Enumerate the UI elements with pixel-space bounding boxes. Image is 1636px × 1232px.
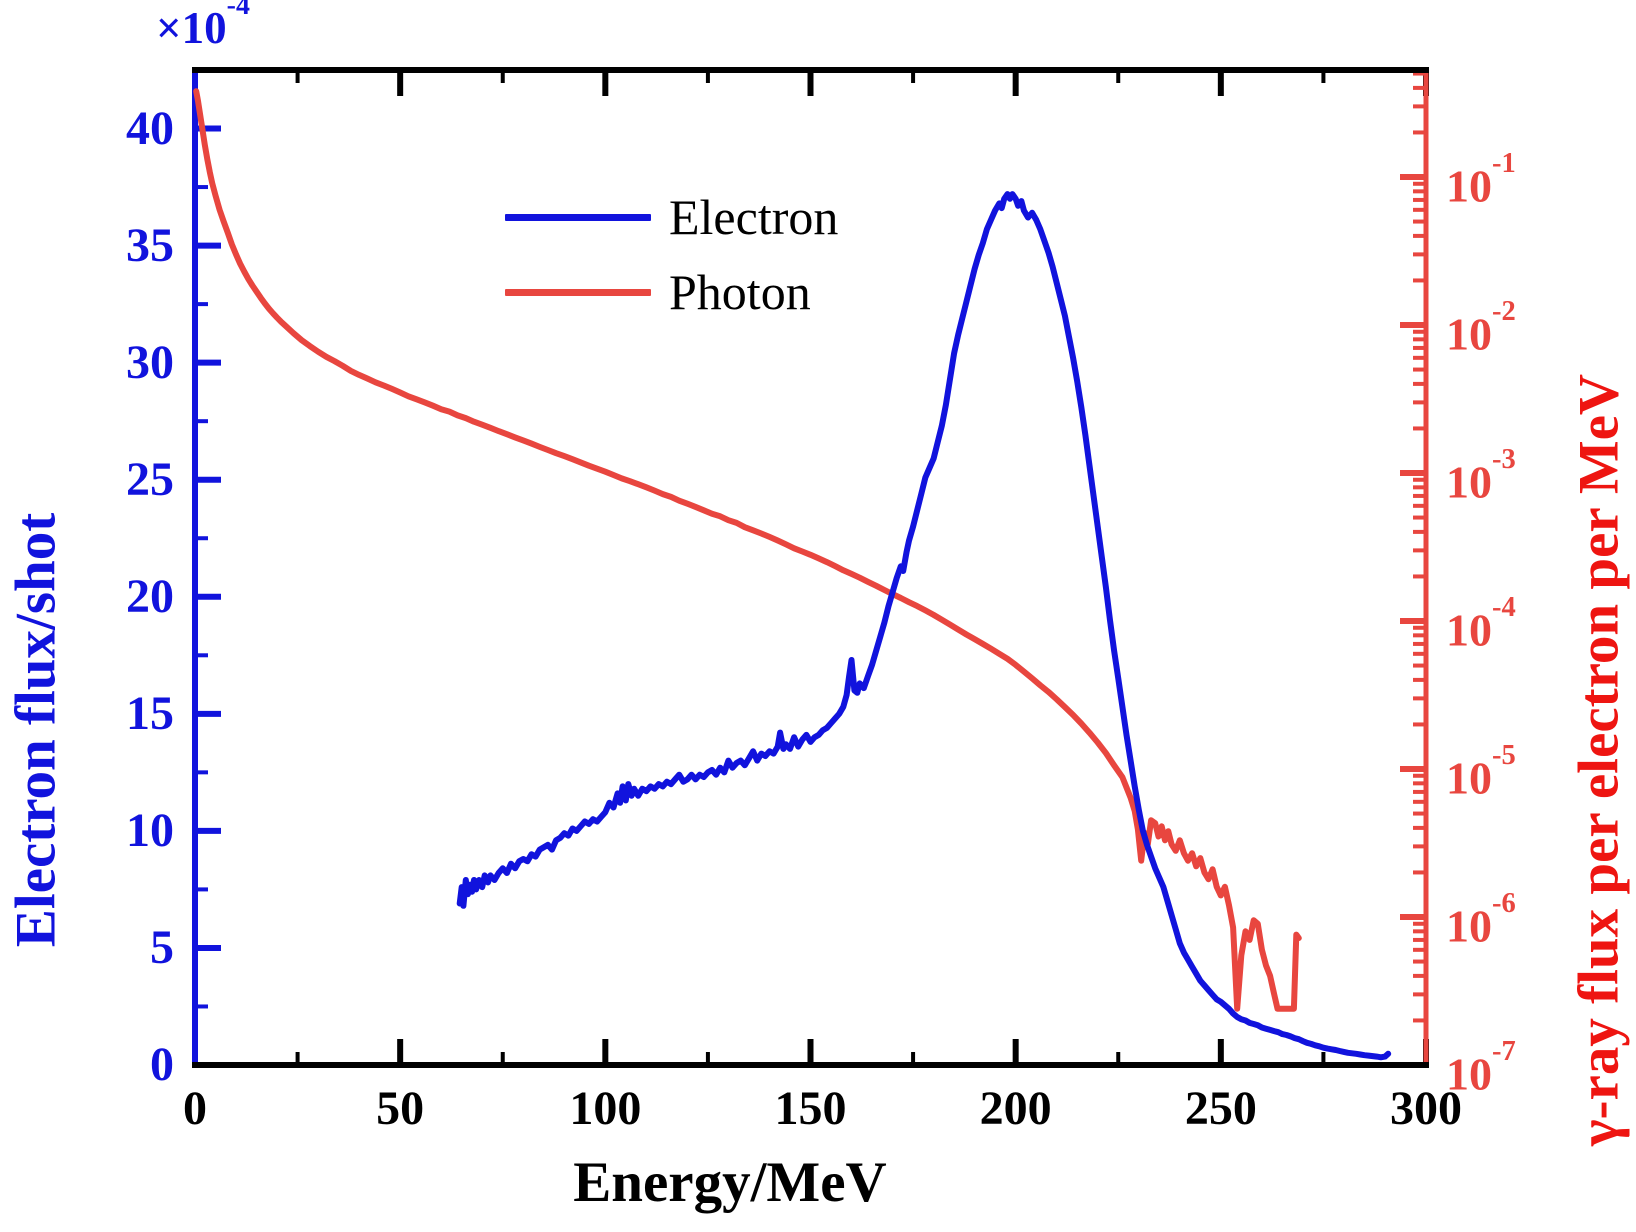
- right-axis-tick-label: 10-3: [1446, 444, 1516, 508]
- legend-label-photon: Photon: [669, 264, 811, 320]
- x-axis-tick-label: 200: [979, 1082, 1052, 1135]
- x-axis-tick-label: 150: [774, 1082, 847, 1135]
- electron-line-swatch: [505, 213, 651, 221]
- left-axis-tick-label: 40: [126, 101, 174, 155]
- right-axis-tick-label: 10-4: [1446, 592, 1516, 656]
- left-axis-tick-label: 5: [150, 920, 174, 974]
- x-axis-tick-label: 100: [569, 1082, 642, 1135]
- right-axis-tick-label: 10-1: [1446, 148, 1516, 212]
- right-axis-tick-label: 10-7: [1446, 1036, 1516, 1100]
- offset-base: ×10: [156, 3, 227, 53]
- right-axis-title: γ-ray flux per electron per MeV: [1567, 373, 1631, 1147]
- left-axis-tick-label: 25: [126, 452, 174, 506]
- left-axis-tick-label: 30: [126, 335, 174, 389]
- legend-item-photon: Photon: [505, 266, 838, 318]
- left-axis-tick-label: 0: [150, 1038, 174, 1091]
- photon-line-swatch: [505, 288, 651, 296]
- right-axis-tick-label: 10-2: [1446, 296, 1516, 360]
- photon-curve: [193, 88, 1302, 1012]
- offset-exponent: -4: [226, 0, 250, 22]
- x-axis-title: Energy/MeV: [573, 1151, 887, 1214]
- left-axis-tick-label: 15: [126, 686, 174, 740]
- left-axis-tick-label: 20: [126, 569, 174, 623]
- right-axis-tick-label: 10-6: [1446, 888, 1516, 952]
- x-axis-tick-label: 0: [183, 1082, 207, 1135]
- legend: Electron Photon: [505, 191, 838, 341]
- x-axis-tick-label: 50: [376, 1082, 425, 1135]
- left-axis-tick-label: 10: [126, 803, 174, 857]
- left-axis-offset-label: ×10-4: [156, 0, 250, 54]
- electron-curve: [456, 191, 1392, 1061]
- right-axis-tick-label: 10-5: [1446, 740, 1516, 804]
- x-axis-tick-label: 300: [1390, 1082, 1462, 1135]
- x-axis-tick-label: 250: [1184, 1082, 1257, 1135]
- legend-label-electron: Electron: [669, 189, 839, 245]
- left-axis-tick-label: 35: [126, 218, 174, 272]
- legend-item-electron: Electron: [505, 191, 838, 243]
